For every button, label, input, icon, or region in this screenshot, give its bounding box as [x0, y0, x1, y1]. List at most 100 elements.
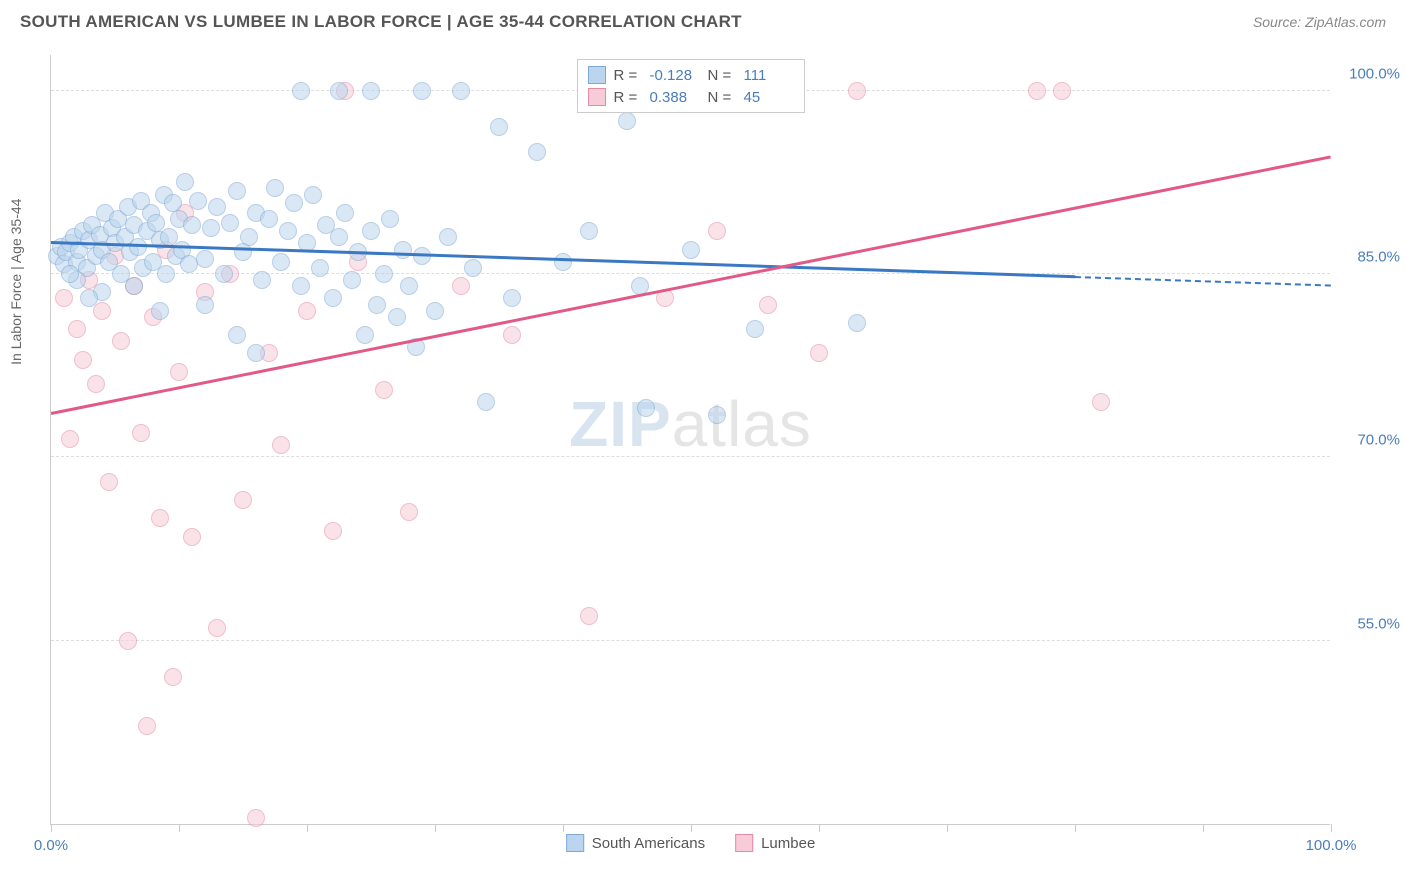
- r-label: R =: [614, 67, 642, 84]
- scatter-point: [490, 118, 508, 136]
- y-axis-label: In Labor Force | Age 35-44: [8, 198, 24, 364]
- scatter-point: [298, 302, 316, 320]
- gridline: [51, 456, 1330, 457]
- scatter-point: [228, 182, 246, 200]
- series-legend: South Americans Lumbee: [566, 834, 816, 852]
- x-tick: [947, 824, 948, 832]
- scatter-point: [61, 430, 79, 448]
- legend-swatch: [735, 834, 753, 852]
- watermark: ZIPatlas: [569, 387, 812, 461]
- scatter-point: [202, 219, 220, 237]
- chart-source: Source: ZipAtlas.com: [1253, 14, 1386, 30]
- gridline: [51, 273, 1330, 274]
- scatter-point: [304, 186, 322, 204]
- scatter-point: [183, 216, 201, 234]
- scatter-point: [112, 332, 130, 350]
- scatter-point: [381, 210, 399, 228]
- scatter-point: [208, 619, 226, 637]
- correlation-scatter-chart: In Labor Force | Age 35-44 ZIPatlas 55.0…: [50, 55, 1330, 825]
- scatter-point: [708, 222, 726, 240]
- scatter-point: [240, 228, 258, 246]
- scatter-point: [554, 253, 572, 271]
- scatter-point: [413, 82, 431, 100]
- scatter-point: [125, 277, 143, 295]
- trend-line-dashed: [1075, 276, 1331, 287]
- scatter-point: [176, 173, 194, 191]
- scatter-point: [228, 326, 246, 344]
- r-value: -0.128: [650, 67, 700, 84]
- scatter-point: [848, 314, 866, 332]
- scatter-point: [292, 82, 310, 100]
- scatter-point: [80, 289, 98, 307]
- x-tick: [1203, 824, 1204, 832]
- scatter-point: [247, 809, 265, 827]
- legend-swatch: [588, 88, 606, 106]
- chart-header: SOUTH AMERICAN VS LUMBEE IN LABOR FORCE …: [0, 0, 1406, 40]
- stats-legend: R =-0.128N =111R =0.388N =45: [577, 59, 805, 113]
- x-tick: [51, 824, 52, 832]
- scatter-point: [330, 82, 348, 100]
- y-tick-label: 70.0%: [1340, 432, 1400, 449]
- scatter-point: [375, 265, 393, 283]
- scatter-point: [439, 228, 457, 246]
- scatter-point: [1053, 82, 1071, 100]
- scatter-point: [119, 632, 137, 650]
- scatter-point: [208, 198, 226, 216]
- scatter-point: [324, 522, 342, 540]
- scatter-point: [580, 607, 598, 625]
- scatter-point: [311, 259, 329, 277]
- scatter-point: [164, 668, 182, 686]
- scatter-point: [129, 238, 147, 256]
- series-legend-label: Lumbee: [761, 835, 815, 852]
- scatter-point: [759, 296, 777, 314]
- scatter-point: [394, 241, 412, 259]
- watermark-bold: ZIP: [569, 388, 672, 460]
- x-tick: [563, 824, 564, 832]
- scatter-point: [388, 308, 406, 326]
- scatter-point: [426, 302, 444, 320]
- scatter-point: [68, 320, 86, 338]
- scatter-point: [452, 82, 470, 100]
- scatter-point: [324, 289, 342, 307]
- scatter-point: [292, 277, 310, 295]
- scatter-point: [61, 265, 79, 283]
- series-legend-item: Lumbee: [735, 834, 815, 852]
- scatter-point: [400, 503, 418, 521]
- scatter-point: [196, 296, 214, 314]
- scatter-point: [368, 296, 386, 314]
- scatter-point: [234, 491, 252, 509]
- scatter-point: [138, 717, 156, 735]
- scatter-point: [55, 289, 73, 307]
- scatter-point: [682, 241, 700, 259]
- stats-legend-row: R =0.388N =45: [588, 86, 794, 108]
- y-tick-label: 100.0%: [1340, 65, 1400, 82]
- scatter-point: [580, 222, 598, 240]
- scatter-point: [708, 406, 726, 424]
- scatter-point: [87, 375, 105, 393]
- scatter-point: [503, 326, 521, 344]
- scatter-point: [279, 222, 297, 240]
- scatter-point: [100, 473, 118, 491]
- x-tick: [1331, 824, 1332, 832]
- scatter-point: [356, 326, 374, 344]
- scatter-point: [528, 143, 546, 161]
- scatter-point: [247, 344, 265, 362]
- scatter-point: [452, 277, 470, 295]
- scatter-point: [157, 265, 175, 283]
- scatter-point: [336, 204, 354, 222]
- series-legend-label: South Americans: [592, 835, 705, 852]
- scatter-point: [266, 179, 284, 197]
- legend-swatch: [566, 834, 584, 852]
- scatter-point: [151, 302, 169, 320]
- scatter-point: [464, 259, 482, 277]
- n-label: N =: [708, 89, 736, 106]
- scatter-point: [1092, 393, 1110, 411]
- scatter-point: [151, 509, 169, 527]
- scatter-point: [375, 381, 393, 399]
- x-tick: [819, 824, 820, 832]
- scatter-point: [362, 82, 380, 100]
- x-tick: [1075, 824, 1076, 832]
- scatter-point: [637, 399, 655, 417]
- scatter-point: [170, 363, 188, 381]
- legend-swatch: [588, 66, 606, 84]
